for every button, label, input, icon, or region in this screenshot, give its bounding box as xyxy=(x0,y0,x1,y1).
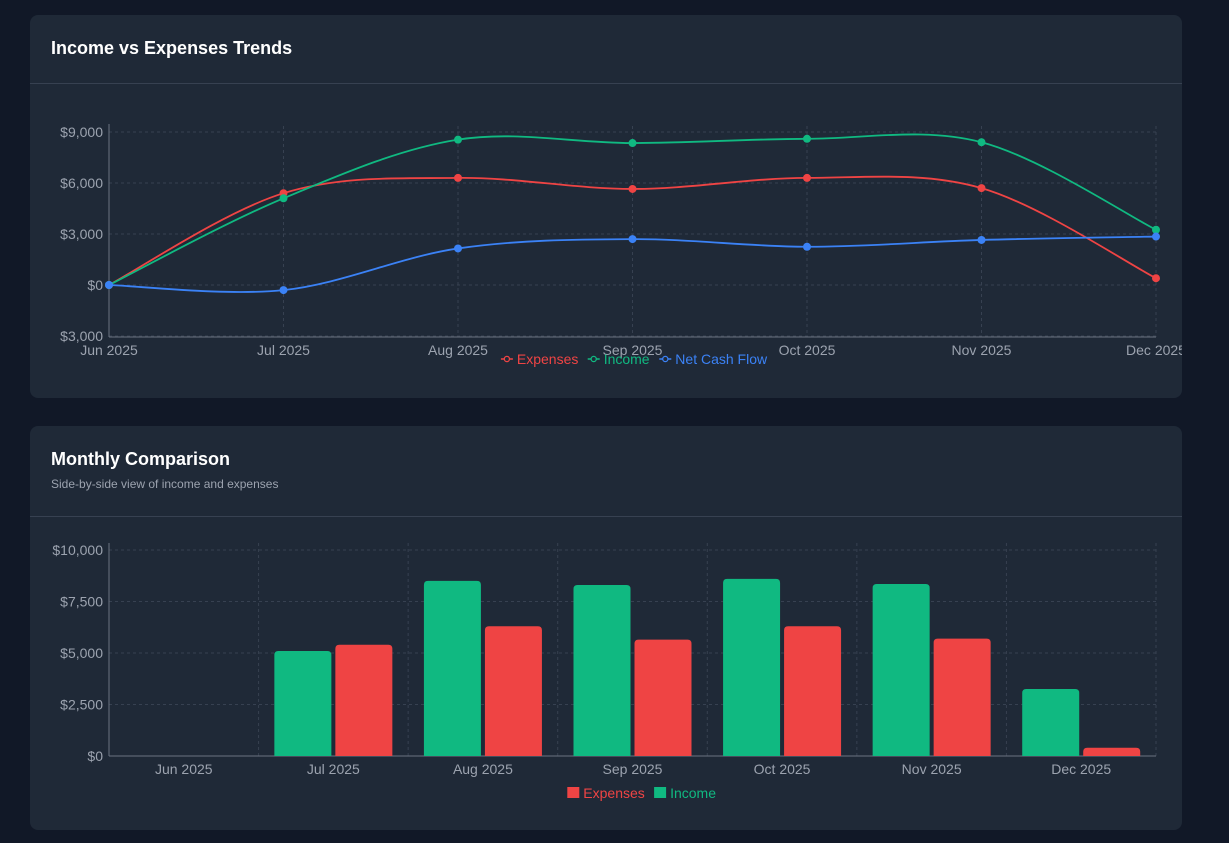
trends-legend: Expenses Income Net Cash Flow xyxy=(500,351,768,367)
comparison-card-header: Monthly Comparison Side-by-side view of … xyxy=(30,426,1182,517)
y-tick-label: $0 xyxy=(87,748,103,764)
comparison-card: Monthly Comparison Side-by-side view of … xyxy=(30,426,1182,830)
point-income xyxy=(279,194,288,203)
legend-label: Income xyxy=(670,785,716,801)
legend-label: Expenses xyxy=(583,785,644,801)
point-net-cash-flow xyxy=(628,235,637,244)
x-tick-label: Jul 2025 xyxy=(307,761,360,777)
point-income xyxy=(803,134,811,143)
x-tick-label: Dec 2025 xyxy=(1051,761,1111,777)
y-tick-label: $2,500 xyxy=(60,697,103,713)
bar-expenses[interactable] xyxy=(933,638,991,756)
x-tick-label: Dec 2025 xyxy=(1126,342,1182,358)
point-expenses xyxy=(977,184,986,193)
legend-item-net-cash-flow[interactable]: Net Cash Flow xyxy=(659,351,768,367)
point-net-cash-flow xyxy=(279,286,288,295)
x-tick-label: Aug 2025 xyxy=(428,342,488,358)
y-tick-label: $3,000 xyxy=(60,226,103,242)
y-tick-label: $0 xyxy=(87,277,103,293)
bar-expenses[interactable] xyxy=(1083,747,1141,756)
x-tick-label: Oct 2025 xyxy=(754,761,811,777)
legend-item-income[interactable]: Income xyxy=(587,351,650,367)
comparison-subtitle: Side-by-side view of income and expenses xyxy=(51,477,279,491)
comparison-bar-chart: $10,000 $7,500 $5,000 $2,500 $0 Jun 2025 Jul 2… xyxy=(52,542,1157,801)
comparison-legend: Expenses Income xyxy=(567,785,716,801)
x-tick-label: Jun 2025 xyxy=(155,761,213,777)
legend-swatch-icon xyxy=(654,787,667,798)
legend-item-expenses[interactable]: Expenses xyxy=(567,785,645,801)
legend-item-expenses[interactable]: Expenses xyxy=(500,351,578,367)
legend-item-income[interactable]: Income xyxy=(654,785,716,801)
y-tick-label: $10,000 xyxy=(52,542,103,558)
bar-expenses[interactable] xyxy=(335,644,393,756)
bar-income[interactable] xyxy=(1022,689,1080,756)
legend-label: Expenses xyxy=(517,351,578,367)
bar-income[interactable] xyxy=(872,583,930,756)
point-expenses xyxy=(628,184,637,193)
trends-grid xyxy=(108,126,1157,337)
bar-income[interactable] xyxy=(423,580,481,756)
trends-title: Income vs Expenses Trends xyxy=(51,38,293,58)
trends-card: Income vs Expenses Trends $9,000 $6,000 $3… xyxy=(30,15,1182,398)
legend-swatch-icon xyxy=(567,787,580,798)
legend-label: Income xyxy=(604,351,650,367)
bar-expenses[interactable] xyxy=(784,626,842,756)
bar-income[interactable] xyxy=(274,650,332,756)
point-net-cash-flow xyxy=(454,244,462,253)
point-net-cash-flow xyxy=(105,281,113,289)
legend-marker-icon xyxy=(503,355,511,363)
x-tick-label: Jul 2025 xyxy=(257,342,310,358)
y-tick-label: $5,000 xyxy=(60,645,103,661)
point-expenses xyxy=(454,173,462,182)
x-tick-label: Sep 2025 xyxy=(603,342,663,358)
x-tick-label: Nov 2025 xyxy=(902,761,962,777)
bar-expenses[interactable] xyxy=(634,639,692,756)
comparison-title: Monthly Comparison xyxy=(51,449,230,469)
legend-marker-icon xyxy=(662,355,669,363)
point-income xyxy=(628,139,637,148)
trends-card-header: Income vs Expenses Trends xyxy=(30,15,1182,84)
bar-income[interactable] xyxy=(723,578,781,756)
x-tick-label: Sep 2025 xyxy=(603,761,663,777)
x-tick-label: Aug 2025 xyxy=(453,761,513,777)
comparison-grid xyxy=(108,543,1157,757)
point-net-cash-flow xyxy=(803,242,811,251)
legend-label: Net Cash Flow xyxy=(675,351,768,367)
bar-expenses[interactable] xyxy=(484,626,542,756)
point-income xyxy=(1152,225,1160,234)
point-net-cash-flow xyxy=(977,235,986,244)
y-tick-label: $9,000 xyxy=(60,124,103,140)
x-tick-label: Nov 2025 xyxy=(952,342,1012,358)
point-income xyxy=(977,138,986,147)
y-tick-label: $7,500 xyxy=(60,594,103,610)
legend-marker-icon xyxy=(590,355,597,363)
x-tick-label: Jun 2025 xyxy=(80,342,138,358)
point-expenses xyxy=(1152,274,1160,283)
point-income xyxy=(454,135,462,144)
x-tick-label: Oct 2025 xyxy=(779,342,836,358)
y-tick-label: $3,000 xyxy=(60,328,103,344)
y-tick-label: $6,000 xyxy=(60,175,103,191)
point-net-cash-flow xyxy=(1152,232,1160,241)
point-expenses xyxy=(803,173,811,182)
bar-income[interactable] xyxy=(573,585,631,756)
